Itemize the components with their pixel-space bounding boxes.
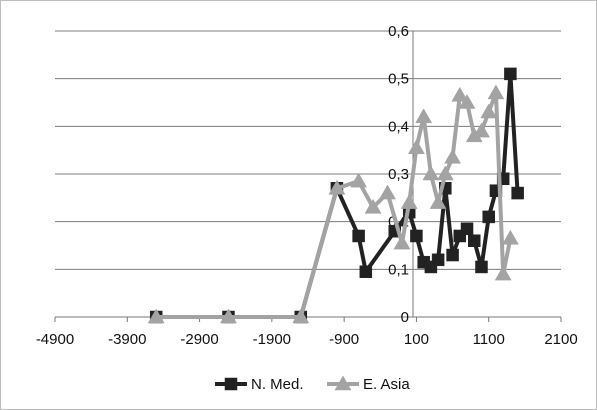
x-tick-label: -4900 bbox=[36, 331, 74, 348]
series-e-asia bbox=[147, 84, 519, 324]
e-asia-point bbox=[436, 165, 454, 181]
x-tick-label: 100 bbox=[404, 331, 429, 348]
e-asia-point bbox=[494, 265, 512, 281]
axes bbox=[54, 31, 562, 322]
e-asia-point bbox=[480, 103, 498, 119]
legend-item-e-asia: E. Asia bbox=[327, 375, 410, 393]
y-tick-label: 0 bbox=[401, 309, 409, 326]
e-asia-point bbox=[487, 84, 505, 100]
y-tick-label: 0,5 bbox=[388, 71, 409, 88]
x-tick-label: -900 bbox=[329, 331, 359, 348]
series-layer bbox=[147, 67, 524, 324]
e-asia-point bbox=[451, 86, 469, 102]
y-tick-label: 0,4 bbox=[388, 118, 409, 135]
legend-item-n-med: N. Med. bbox=[215, 376, 304, 393]
n-med-point bbox=[468, 234, 481, 247]
x-tick-label: 2100 bbox=[544, 331, 577, 348]
legend-e-asia-marker bbox=[334, 375, 352, 391]
e-asia-point bbox=[292, 308, 310, 324]
n-med-point bbox=[475, 260, 488, 274]
e-asia-point bbox=[422, 165, 440, 181]
x-tick-label: -1900 bbox=[253, 331, 291, 348]
legend: N. Med. E. Asia bbox=[215, 375, 410, 393]
y-tick-label: 0,3 bbox=[388, 166, 409, 183]
e-asia-point bbox=[364, 198, 382, 214]
legend-n-med-marker bbox=[224, 377, 238, 391]
n-med-point bbox=[359, 265, 373, 278]
n-med-point bbox=[446, 248, 459, 262]
e-asia-point bbox=[350, 172, 368, 188]
e-asia-point bbox=[328, 179, 346, 195]
n-med-point bbox=[482, 210, 495, 224]
n-med-point bbox=[431, 253, 445, 267]
e-asia-point bbox=[473, 122, 490, 138]
legend-n-med-label: N. Med. bbox=[251, 376, 304, 393]
n-med-point bbox=[504, 67, 517, 81]
e-asia-point bbox=[429, 194, 447, 209]
n-med-point bbox=[511, 186, 524, 200]
e-asia-point bbox=[220, 308, 237, 324]
y-tick-label: 0,1 bbox=[388, 261, 409, 278]
legend-e-asia-label: E. Asia bbox=[363, 376, 410, 393]
e-asia-point bbox=[147, 308, 165, 324]
x-tick-labels: -4900 -3900 -2900 -1900 -900 100 1100 2100 bbox=[36, 331, 578, 348]
n-med-point bbox=[352, 229, 365, 243]
e-asia-point bbox=[393, 234, 411, 250]
y-tick-label: 0,6 bbox=[388, 23, 409, 40]
n-med-point bbox=[460, 222, 474, 236]
x-tick-label: -3900 bbox=[108, 331, 146, 348]
x-tick-label: 1100 bbox=[473, 331, 505, 348]
e-asia-point bbox=[379, 184, 396, 200]
e-asia-point bbox=[415, 108, 433, 124]
e-asia-point bbox=[407, 139, 425, 155]
e-asia-point bbox=[400, 194, 418, 209]
y-tick-labels: 00,10,20,30,40,50,6 bbox=[388, 23, 409, 326]
n-med-point bbox=[410, 229, 423, 243]
e-asia-point bbox=[444, 148, 462, 164]
e-asia-point bbox=[458, 93, 476, 109]
x-tick-label: -2900 bbox=[180, 331, 218, 348]
e-asia-point bbox=[501, 229, 519, 245]
